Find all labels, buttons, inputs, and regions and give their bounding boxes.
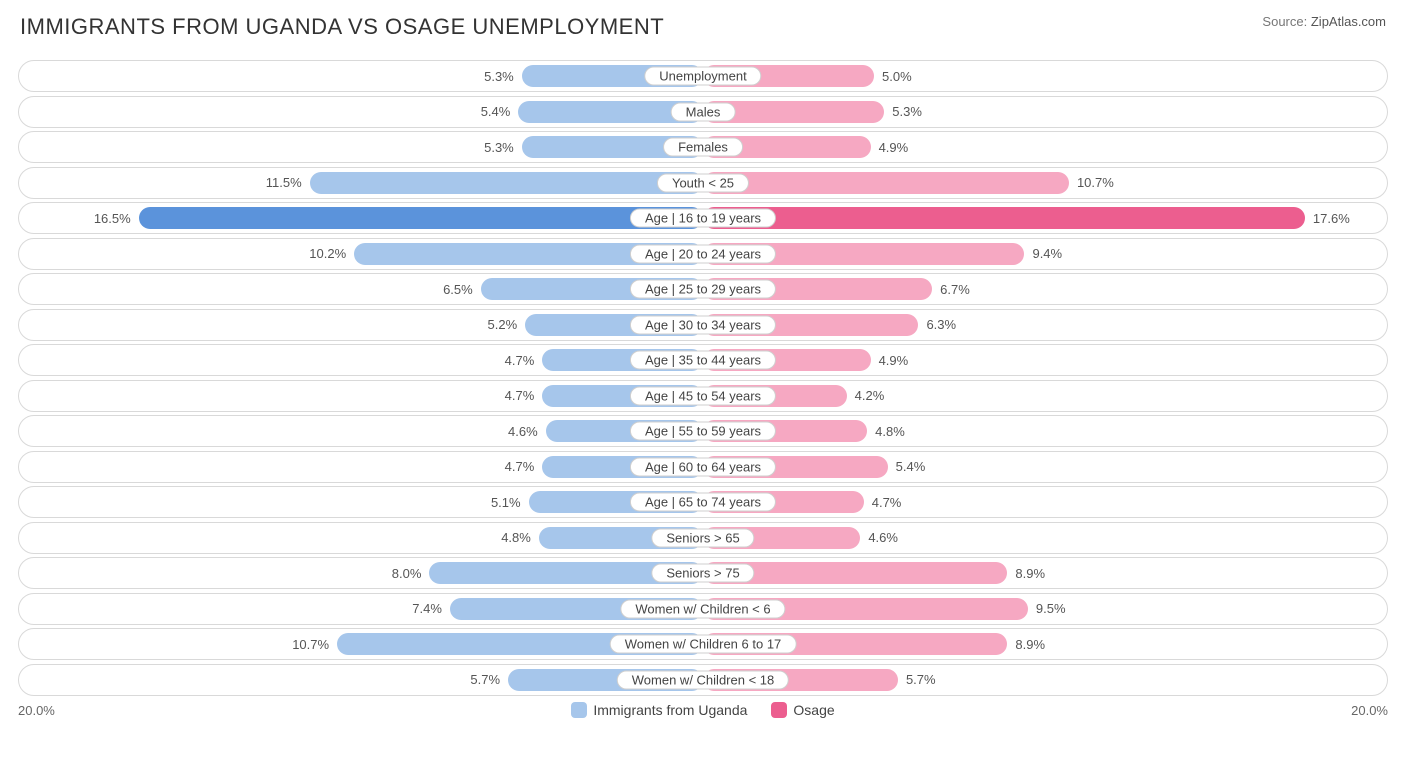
value-left: 6.5% bbox=[443, 274, 473, 304]
chart-row: 5.1% 4.7% Age | 65 to 74 years bbox=[18, 486, 1388, 518]
category-label: Age | 60 to 64 years bbox=[630, 457, 776, 476]
value-right: 5.4% bbox=[896, 452, 926, 482]
bar-left bbox=[310, 172, 703, 194]
chart-row: 5.7% 5.7% Women w/ Children < 18 bbox=[18, 664, 1388, 696]
value-left: 4.7% bbox=[505, 452, 535, 482]
value-left: 11.5% bbox=[266, 168, 302, 198]
value-right: 17.6% bbox=[1313, 203, 1350, 233]
value-left: 5.4% bbox=[481, 97, 511, 127]
category-label: Males bbox=[671, 102, 736, 121]
value-left: 4.7% bbox=[505, 381, 535, 411]
chart-row: 4.8% 4.6% Seniors > 65 bbox=[18, 522, 1388, 554]
value-left: 4.8% bbox=[501, 523, 531, 553]
chart-row: 5.3% 5.0% Unemployment bbox=[18, 60, 1388, 92]
chart-row: 10.7% 8.9% Women w/ Children 6 to 17 bbox=[18, 628, 1388, 660]
chart-row: 4.7% 4.9% Age | 35 to 44 years bbox=[18, 344, 1388, 376]
value-right: 10.7% bbox=[1077, 168, 1114, 198]
value-left: 5.3% bbox=[484, 132, 514, 162]
legend-label-left: Immigrants from Uganda bbox=[593, 702, 747, 718]
chart-row: 5.2% 6.3% Age | 30 to 34 years bbox=[18, 309, 1388, 341]
value-right: 9.5% bbox=[1036, 594, 1066, 624]
chart-row: 5.4% 5.3% Males bbox=[18, 96, 1388, 128]
value-right: 5.0% bbox=[882, 61, 912, 91]
value-right: 6.3% bbox=[926, 310, 956, 340]
chart-row: 6.5% 6.7% Age | 25 to 29 years bbox=[18, 273, 1388, 305]
value-right: 4.6% bbox=[868, 523, 898, 553]
value-right: 4.2% bbox=[855, 381, 885, 411]
category-label: Age | 16 to 19 years bbox=[630, 209, 776, 228]
chart-row: 4.7% 4.2% Age | 45 to 54 years bbox=[18, 380, 1388, 412]
category-label: Unemployment bbox=[644, 67, 761, 86]
category-label: Seniors > 75 bbox=[651, 564, 754, 583]
value-left: 4.7% bbox=[505, 345, 535, 375]
axis-max-right: 20.0% bbox=[1351, 703, 1388, 718]
header: IMMIGRANTS FROM UGANDA VS OSAGE UNEMPLOY… bbox=[0, 0, 1406, 46]
value-left: 8.0% bbox=[392, 558, 422, 588]
chart-row: 11.5% 10.7% Youth < 25 bbox=[18, 167, 1388, 199]
value-right: 6.7% bbox=[940, 274, 970, 304]
source-attribution: Source: ZipAtlas.com bbox=[1262, 14, 1386, 29]
category-label: Women w/ Children < 18 bbox=[617, 670, 789, 689]
value-left: 4.6% bbox=[508, 416, 538, 446]
category-label: Age | 25 to 29 years bbox=[630, 280, 776, 299]
category-label: Women w/ Children < 6 bbox=[620, 599, 785, 618]
value-right: 8.9% bbox=[1015, 558, 1045, 588]
bar-left bbox=[139, 207, 703, 229]
value-left: 5.7% bbox=[470, 665, 500, 695]
value-left: 7.4% bbox=[412, 594, 442, 624]
chart-row: 4.6% 4.8% Age | 55 to 59 years bbox=[18, 415, 1388, 447]
value-right: 4.9% bbox=[879, 132, 909, 162]
legend-item-left: Immigrants from Uganda bbox=[571, 702, 747, 718]
value-right: 5.7% bbox=[906, 665, 936, 695]
value-left: 5.3% bbox=[484, 61, 514, 91]
value-right: 9.4% bbox=[1032, 239, 1062, 269]
axis-max-left: 20.0% bbox=[18, 703, 55, 718]
source-label: Source: bbox=[1262, 14, 1307, 29]
value-left: 5.2% bbox=[488, 310, 518, 340]
chart-row: 10.2% 9.4% Age | 20 to 24 years bbox=[18, 238, 1388, 270]
category-label: Age | 45 to 54 years bbox=[630, 386, 776, 405]
value-left: 10.7% bbox=[292, 629, 329, 659]
value-left: 10.2% bbox=[309, 239, 346, 269]
legend-item-right: Osage bbox=[771, 702, 834, 718]
category-label: Seniors > 65 bbox=[651, 528, 754, 547]
category-label: Females bbox=[663, 138, 743, 157]
legend: Immigrants from Uganda Osage bbox=[0, 698, 1406, 718]
chart-row: 16.5% 17.6% Age | 16 to 19 years bbox=[18, 202, 1388, 234]
chart-row: 8.0% 8.9% Seniors > 75 bbox=[18, 557, 1388, 589]
value-left: 16.5% bbox=[94, 203, 131, 233]
legend-swatch-right bbox=[771, 702, 787, 718]
value-right: 4.7% bbox=[872, 487, 902, 517]
chart-row: 7.4% 9.5% Women w/ Children < 6 bbox=[18, 593, 1388, 625]
value-right: 4.9% bbox=[879, 345, 909, 375]
chart-row: 4.7% 5.4% Age | 60 to 64 years bbox=[18, 451, 1388, 483]
legend-swatch-left bbox=[571, 702, 587, 718]
diverging-bar-chart: 5.3% 5.0% Unemployment 5.4% 5.3% Males 5.3% 4.9… bbox=[0, 46, 1406, 696]
value-right: 5.3% bbox=[892, 97, 922, 127]
category-label: Age | 30 to 34 years bbox=[630, 315, 776, 334]
category-label: Women w/ Children 6 to 17 bbox=[610, 635, 797, 654]
value-right: 8.9% bbox=[1015, 629, 1045, 659]
chart-title: IMMIGRANTS FROM UGANDA VS OSAGE UNEMPLOY… bbox=[20, 14, 664, 40]
category-label: Age | 35 to 44 years bbox=[630, 351, 776, 370]
category-label: Youth < 25 bbox=[657, 173, 749, 192]
bar-right bbox=[703, 207, 1305, 229]
bar-right bbox=[703, 172, 1069, 194]
value-left: 5.1% bbox=[491, 487, 521, 517]
legend-label-right: Osage bbox=[793, 702, 834, 718]
value-right: 4.8% bbox=[875, 416, 905, 446]
category-label: Age | 20 to 24 years bbox=[630, 244, 776, 263]
category-label: Age | 65 to 74 years bbox=[630, 493, 776, 512]
source-name: ZipAtlas.com bbox=[1311, 14, 1386, 29]
chart-row: 5.3% 4.9% Females bbox=[18, 131, 1388, 163]
category-label: Age | 55 to 59 years bbox=[630, 422, 776, 441]
